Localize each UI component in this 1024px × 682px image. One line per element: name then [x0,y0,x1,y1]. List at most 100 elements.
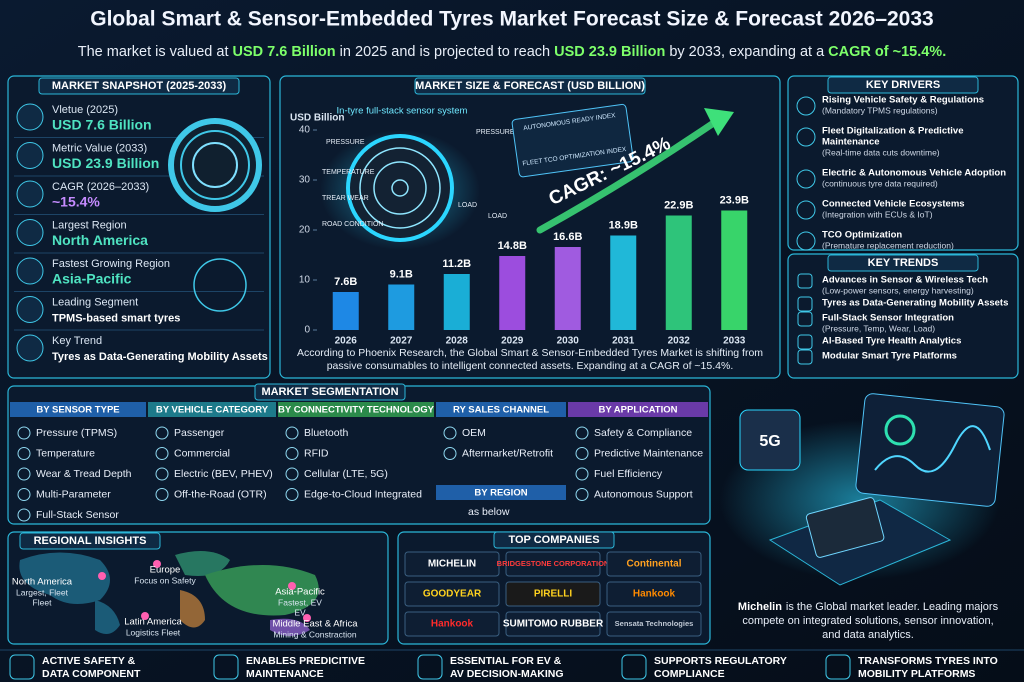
segment-icon [17,426,31,440]
footer-icon [417,654,443,680]
panel-title-box [414,77,646,95]
sensor-tyre [359,147,441,229]
snapshot-icon [16,219,44,246]
x-tick-label: 2032 [668,336,691,347]
company-logo [606,551,702,577]
segment-item: Electric (BEV, PHEV) [174,468,273,480]
segment-icon [17,508,31,522]
bar [499,256,526,330]
panel-title-box [493,531,615,549]
panel-title-box [827,254,979,272]
x-tick-label: 2028 [446,336,469,347]
trend-title: Modular Smart Tyre Platforms [822,351,957,362]
segment-icon [17,447,31,460]
panel-title-box [254,383,406,401]
y-axis-label: USD Billion [290,113,344,124]
footer-text: DATA COMPONENT [42,668,141,680]
region-desc: Fleet [33,597,53,607]
subtitle-part: USD 7.6 Billion [233,44,336,60]
company-name: MICHELIN [428,559,476,570]
segment-header [568,402,708,417]
leader-note: Michelin is the Global market leader. Lea… [738,601,999,613]
illustration-label: LOAD [488,213,507,220]
segment-item: Off-the-Road (OTR) [174,488,267,500]
segment-icon [155,426,169,440]
sensor-tyre [373,161,427,215]
hero-badge: 5G [759,433,780,450]
panel-title: TOP COMPANIES [508,534,599,546]
region-desc: Fastest, EV [278,597,322,607]
driver-title: TCO Optimization [822,230,902,241]
company-name: PIRELLI [534,589,573,600]
leader-note: and data analytics. [822,629,914,641]
company-logo [404,581,500,607]
company-name: Hankook [633,589,676,600]
segment-icon [17,488,31,501]
snapshot-label: CAGR (2026–2033) [52,181,149,193]
trend-icon [797,334,813,350]
driver-sub: (continuous tyre data required) [822,178,938,188]
segment-icon [17,467,31,481]
driver-sub: (Premature replacement reduction) [822,240,954,250]
driver-title: Connected Vehicle Ecosystems [822,199,965,210]
segment-title: BY VEHICLE CATEGORY [156,405,269,416]
sensor-tyre [391,179,409,197]
trend-title: AI-Based Tyre Health Analytics [822,336,961,347]
region-desc: Largest, Fleet [16,587,69,597]
trend-icon [797,273,813,289]
region-pin [303,614,311,622]
footer-icon [213,654,239,680]
footer-icon [621,654,647,680]
segment-item: Full-Stack Sensor [36,509,119,521]
x-tick-label: 2027 [390,336,413,347]
value-label: 18.9B [609,219,638,231]
sensor-tyre [346,134,454,242]
page-title: Global Smart & Sensor-Embedded Tyres Mar… [90,8,933,31]
trends-panel [787,253,1019,379]
region-name: Asia-Pacific [275,587,325,598]
segment-item: Aftermarket/Retrofit [462,447,553,459]
segment-header [10,402,146,417]
panel-title-box [827,76,979,94]
panel-title: MARKET SIZE & FORECAST (USD BILLION) [415,80,645,92]
bar [332,292,359,330]
subtitle-part: CAGR of ~15.4%. [828,44,946,60]
footer-text: ACTIVE SAFETY & [42,655,136,667]
region-desc: EV [294,607,306,617]
segment-header [148,402,276,417]
snapshot-icon [16,334,44,362]
tyre-graphic [168,118,262,212]
snapshot-label: Key Trend [52,335,102,347]
trend-title: Full-Stack Sensor Integration [822,313,954,324]
segment-title: BY CONNECTIVITY TECHNOLOGY [278,405,435,416]
segment-item: Multi-Parameter [36,488,111,500]
driver-icon [796,200,816,220]
segment-icon [285,488,299,501]
cagr-arrowhead [704,108,734,136]
bar [443,274,470,330]
bar [610,235,637,330]
dashboard-screen [511,103,634,178]
region-name: Latin America [124,617,182,628]
snapshot-icon [16,142,44,169]
chart-caption: According to Phoenix Research, the Globa… [297,347,763,359]
driver-title: Rising Vehicle Safety & Regulations [822,95,984,106]
region-name: North America [12,577,73,588]
segment-item: Wear & Tread Depth [36,468,132,480]
snapshot-value: TPMS-based smart tyres [52,312,180,324]
illustration-title: In-tyre full-stack sensor system [337,106,468,117]
value-label: 23.9B [720,194,749,206]
cloud-graphic [193,258,247,312]
trend-title: Advances in Sensor & Wireless Tech [822,275,988,286]
region-desc: Focus on Safety [134,575,196,585]
driver-icon [796,169,816,189]
snapshot-label: Leading Segment [52,296,138,308]
subtitle-part: in 2025 and is projected to reach [336,44,554,60]
snapshot-value: Tyres as Data-Generating Mobility Assets [52,351,268,363]
panel-title: MARKET SEGMENTATION [261,386,398,398]
footer-icon [9,654,35,680]
y-tick-label: 0 [304,325,310,336]
company-logo [505,611,601,637]
snapshot-icon [16,180,44,208]
snapshot-value: USD 7.6 Billion [52,117,152,133]
